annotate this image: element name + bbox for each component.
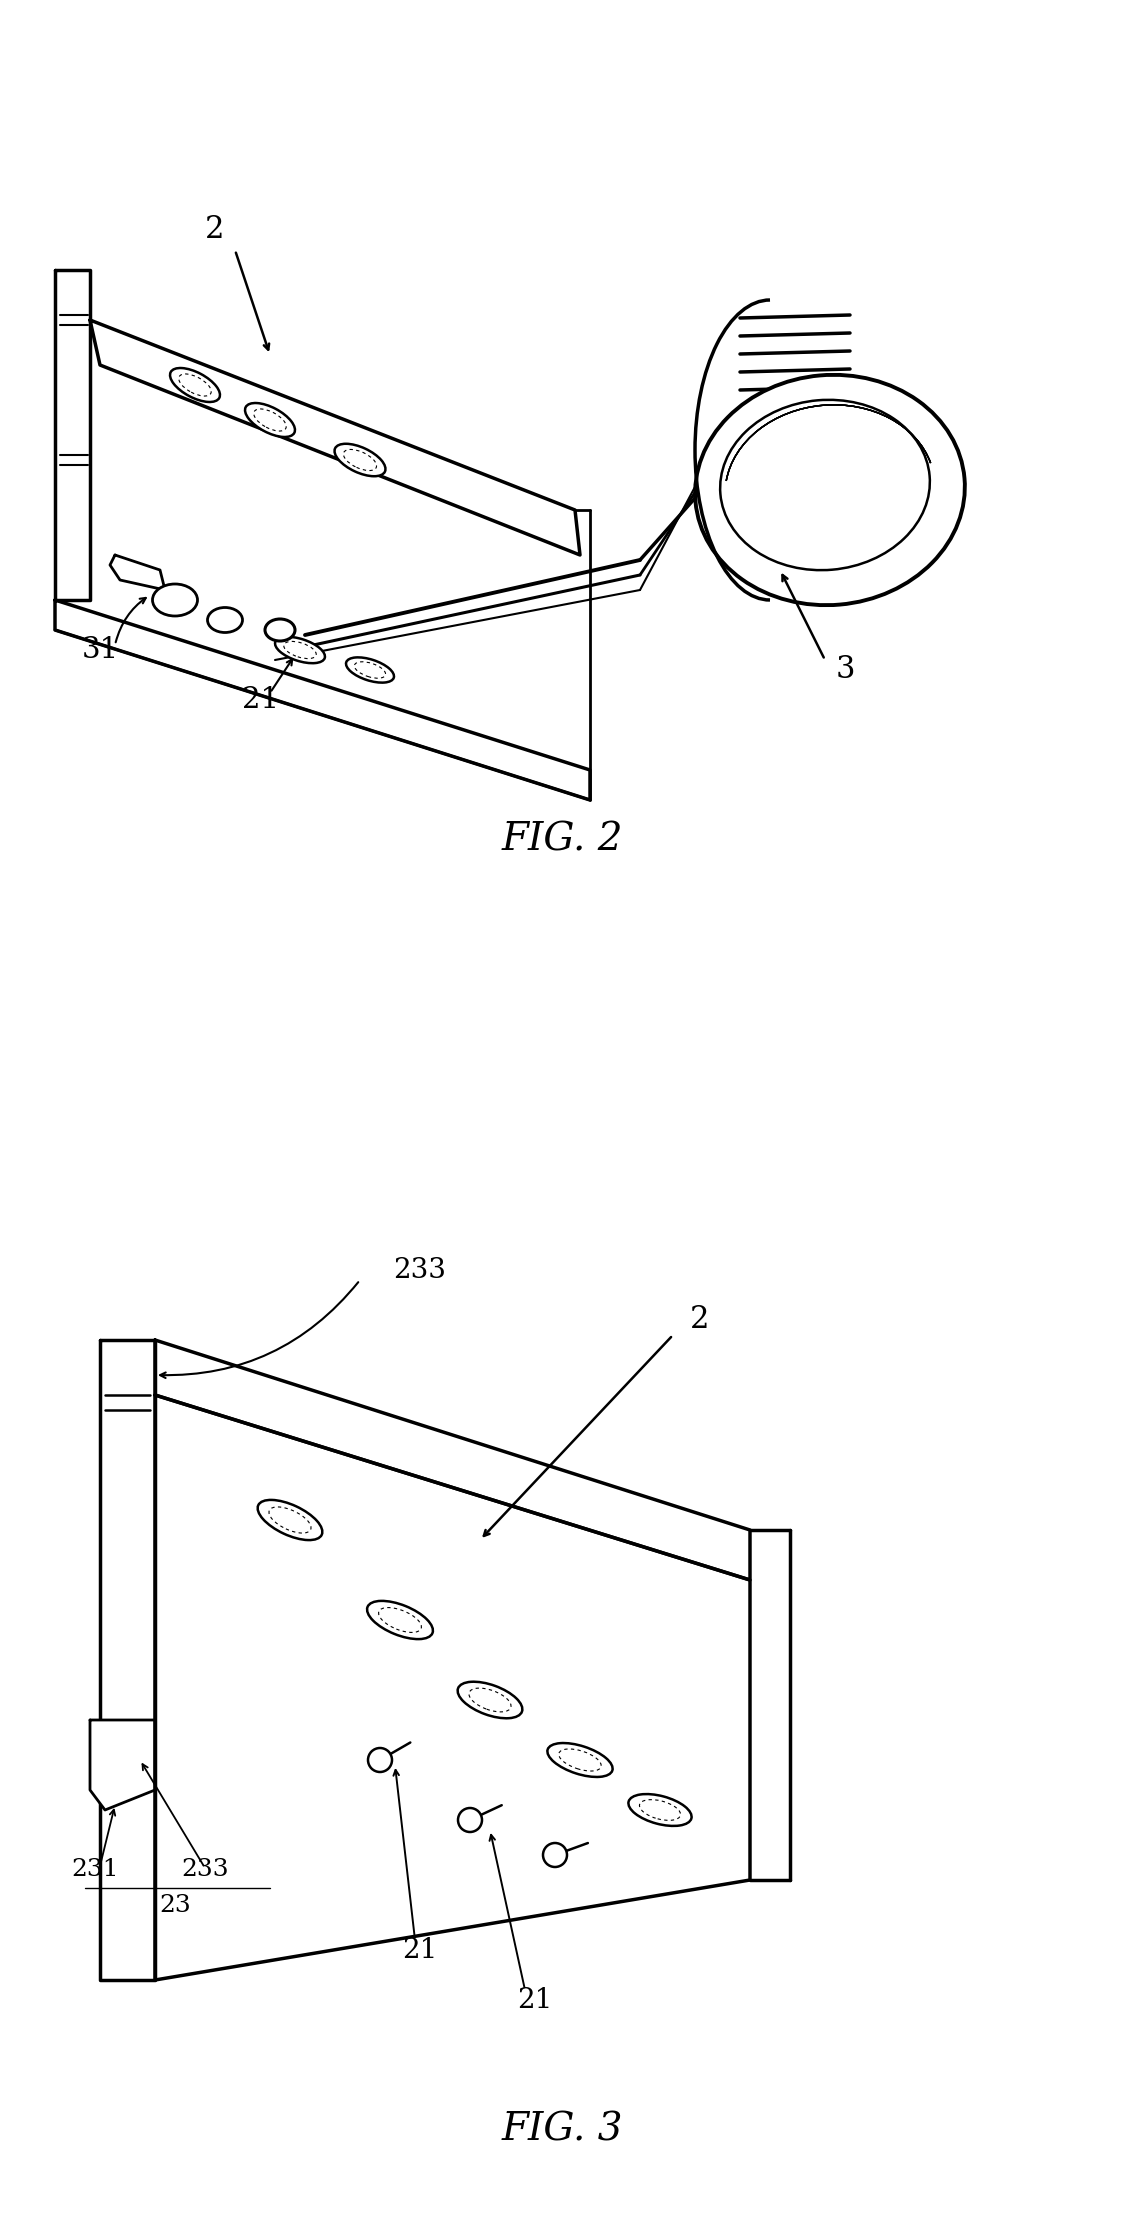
Polygon shape [55,600,590,800]
Ellipse shape [458,1682,522,1718]
Ellipse shape [207,607,243,632]
Polygon shape [55,271,90,600]
Text: 2: 2 [205,215,225,246]
Ellipse shape [548,1743,613,1776]
Ellipse shape [629,1794,692,1826]
Text: 21: 21 [242,685,279,715]
Polygon shape [110,556,165,589]
Ellipse shape [258,1501,323,1541]
Ellipse shape [458,1808,481,1832]
Ellipse shape [346,656,394,683]
Ellipse shape [266,618,295,641]
Text: 21: 21 [403,1938,438,1964]
Ellipse shape [245,403,295,437]
Text: 231: 231 [71,1859,119,1882]
Text: 233: 233 [394,1257,447,1284]
Ellipse shape [368,1747,391,1772]
Polygon shape [155,1340,750,1579]
Polygon shape [90,320,580,556]
Ellipse shape [695,374,965,605]
Text: 21: 21 [518,1987,552,2014]
Text: 233: 233 [181,1859,228,1882]
Ellipse shape [367,1602,433,1640]
Text: FIG. 2: FIG. 2 [502,822,623,858]
Polygon shape [155,1396,750,1980]
Text: 2: 2 [691,1304,710,1335]
Ellipse shape [170,367,220,401]
Ellipse shape [153,585,198,616]
Ellipse shape [274,636,325,663]
Text: 31: 31 [81,636,118,663]
Text: FIG. 3: FIG. 3 [502,2112,623,2148]
Polygon shape [100,1340,155,1980]
Ellipse shape [334,444,386,477]
Text: 3: 3 [835,654,855,685]
Ellipse shape [543,1844,567,1866]
Text: 23: 23 [159,1893,191,1917]
Polygon shape [90,1720,155,1810]
